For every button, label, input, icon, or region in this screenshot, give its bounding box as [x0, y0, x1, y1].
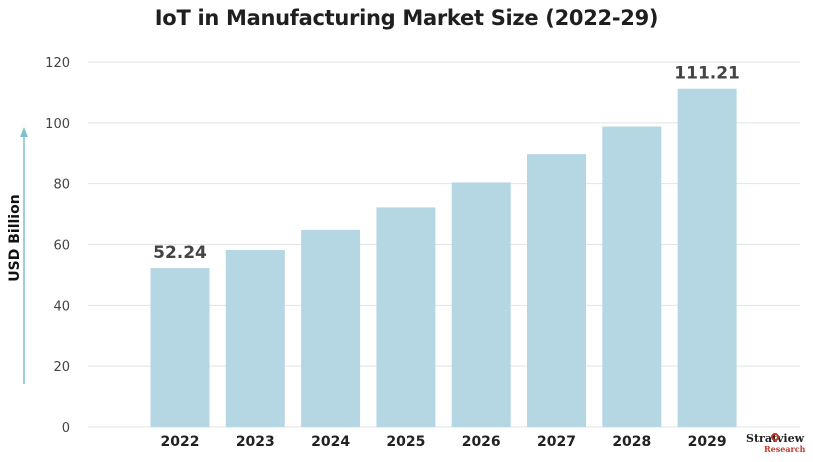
y-tick-label: 20 — [53, 360, 70, 375]
bars — [150, 88, 737, 427]
x-tick-label: 2027 — [537, 434, 576, 450]
bar-2027 — [527, 154, 586, 427]
bar-2028 — [602, 126, 662, 427]
bar-2022 — [150, 268, 210, 427]
bar-2023 — [225, 249, 285, 427]
y-axis-label: USD Billion — [7, 194, 23, 281]
data-label: 111.21 — [674, 64, 740, 84]
y-tick-labels: 0 20 40 60 80 100 120 — [45, 56, 70, 436]
x-tick-label: 2026 — [462, 434, 501, 450]
x-tick-label: 2028 — [612, 434, 651, 450]
x-tick-label: 2025 — [386, 434, 425, 450]
x-tick-label: 2023 — [236, 434, 275, 450]
y-tick-label: 100 — [45, 117, 70, 132]
chart-title: IoT in Manufacturing Market Size (2022-2… — [154, 6, 659, 30]
stratview-logo: Stratview Research — [728, 432, 808, 460]
x-tick-labels: 2022 2023 2024 2025 2026 2027 2028 2029 — [161, 434, 727, 450]
bar-2024 — [301, 229, 361, 427]
logo-target-icon — [771, 433, 779, 441]
data-labels: 52.24 111.21 — [153, 64, 740, 263]
bar-2029 — [677, 88, 737, 427]
x-tick-label: 2029 — [688, 434, 727, 450]
x-tick-label: 2024 — [311, 434, 350, 450]
data-label: 52.24 — [153, 243, 207, 263]
bar-2025 — [376, 207, 436, 427]
y-tick-label: 120 — [45, 56, 70, 71]
bar-2026 — [451, 182, 511, 427]
logo-subtext: Research — [764, 444, 806, 454]
y-tick-label: 40 — [53, 299, 70, 314]
y-tick-label: 60 — [53, 239, 70, 254]
y-axis-arrow-head — [20, 127, 28, 137]
y-tick-label: 0 — [62, 421, 70, 436]
x-tick-label: 2022 — [161, 434, 200, 450]
y-tick-label: 80 — [53, 178, 70, 193]
